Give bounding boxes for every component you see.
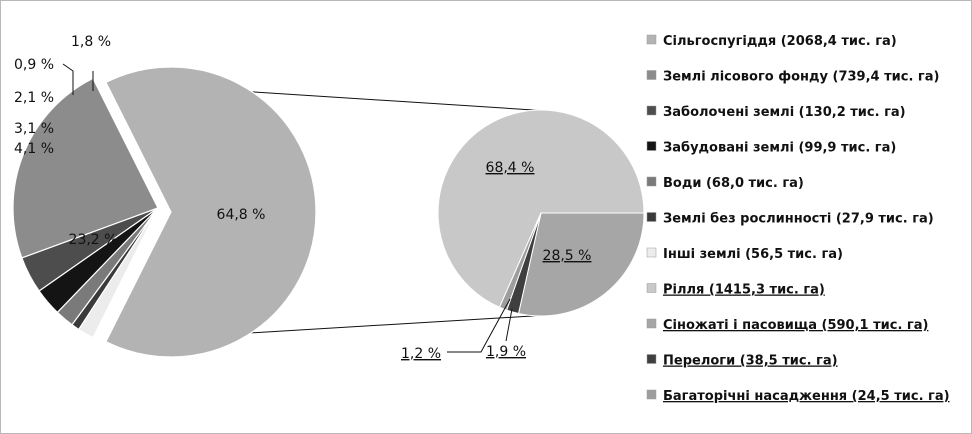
legend-swatch — [646, 70, 657, 80]
secondary-pie-slice-285 — [517, 212, 645, 317]
legend-label: Сільгоспугіддя (2068,4 тис. га) — [663, 34, 897, 49]
legend: Сільгоспугіддя (2068,4 тис. га) Землі ліс… — [646, 34, 950, 404]
legend-label: Рілля (1415,3 тис. га) — [663, 283, 825, 298]
main-pie — [12, 66, 317, 358]
legend-swatch — [646, 318, 657, 329]
legend-swatch — [646, 34, 657, 45]
legend-label: Перелоги (38,5 тис. га) — [663, 354, 838, 369]
main-label-slice-648: 64,8 % — [217, 207, 266, 223]
main-label-slice-41: 4,1 % — [14, 141, 54, 157]
main-label-slice-31: 3,1 % — [14, 121, 54, 137]
legend-item: Сіножаті і пасовища (590,1 тис. га) — [646, 318, 928, 333]
secondary-label-slice-285: 28,5 % — [543, 248, 592, 264]
secondary-label-slice-12: 1,2 % — [401, 346, 441, 362]
legend-label: Заболочені землі (130,2 тис. га) — [663, 105, 906, 120]
legend-label: Землі лісового фонду (739,4 тис. га) — [663, 70, 939, 85]
legend-item: Води (68,0 тис. га) — [646, 176, 804, 191]
legend-label: Сіножаті і пасовища (590,1 тис. га) — [663, 318, 928, 333]
secondary-pie — [437, 109, 645, 317]
legend-swatch — [646, 176, 657, 187]
legend-label: Води (68,0 тис. га) — [663, 176, 804, 191]
main-pie-slice-648 — [105, 66, 317, 358]
legend-item: Рілля (1415,3 тис. га) — [646, 283, 825, 298]
main-pie-slice-18 — [77, 207, 159, 339]
leader-1-2 — [447, 298, 511, 353]
main-label-slice-09: 0,9 % — [14, 57, 54, 73]
legend-item: Багаторічні насадження (24,5 тис. га) — [646, 389, 950, 404]
legend-item: Землі лісового фонду (739,4 тис. га) — [646, 70, 939, 85]
legend-swatch — [646, 354, 657, 364]
legend-swatch — [646, 105, 657, 116]
leader-1-9 — [505, 308, 513, 342]
legend-item: Забудовані землі (99,9 тис. га) — [646, 141, 896, 156]
legend-item: Сільгоспугіддя (2068,4 тис. га) — [646, 34, 897, 49]
legend-swatch — [646, 283, 657, 293]
data-labels: 64,8 % 23,2 % 4,1 % 3,1 % 2,1 % 0,9 % 1,8 % 68,… — [14, 34, 591, 362]
legend-item: Інші землі (56,5 тис. га) — [646, 247, 843, 262]
main-label-slice-18: 1,8 % — [71, 34, 111, 50]
main-label-slice-232: 23,2 % — [69, 232, 118, 248]
legend-item: Землі без рослинності (27,9 тис. га) — [646, 212, 934, 227]
legend-label: Забудовані землі (99,9 тис. га) — [663, 141, 896, 156]
secondary-pie-slice-684 — [437, 109, 645, 308]
legend-swatch — [646, 389, 657, 400]
leader-0-9 — [62, 63, 74, 95]
secondary-label-slice-19: 1,9 % — [486, 344, 526, 360]
legend-swatch — [646, 141, 657, 151]
legend-swatch — [646, 247, 657, 258]
legend-label: Інші землі (56,5 тис. га) — [663, 247, 843, 262]
secondary-label-slice-684: 68,4 % — [486, 160, 535, 176]
legend-label: Землі без рослинності (27,9 тис. га) — [663, 212, 934, 227]
legend-item: Перелоги (38,5 тис. га) — [646, 354, 838, 369]
main-pie-slice-232 — [12, 77, 159, 259]
legend-item: Заболочені землі (130,2 тис. га) — [646, 105, 906, 120]
legend-swatch — [646, 212, 657, 222]
secondary-pie-slice-12 — [498, 212, 542, 311]
legend-label: Багаторічні насадження (24,5 тис. га) — [663, 389, 950, 404]
main-label-slice-21: 2,1 % — [14, 90, 54, 106]
